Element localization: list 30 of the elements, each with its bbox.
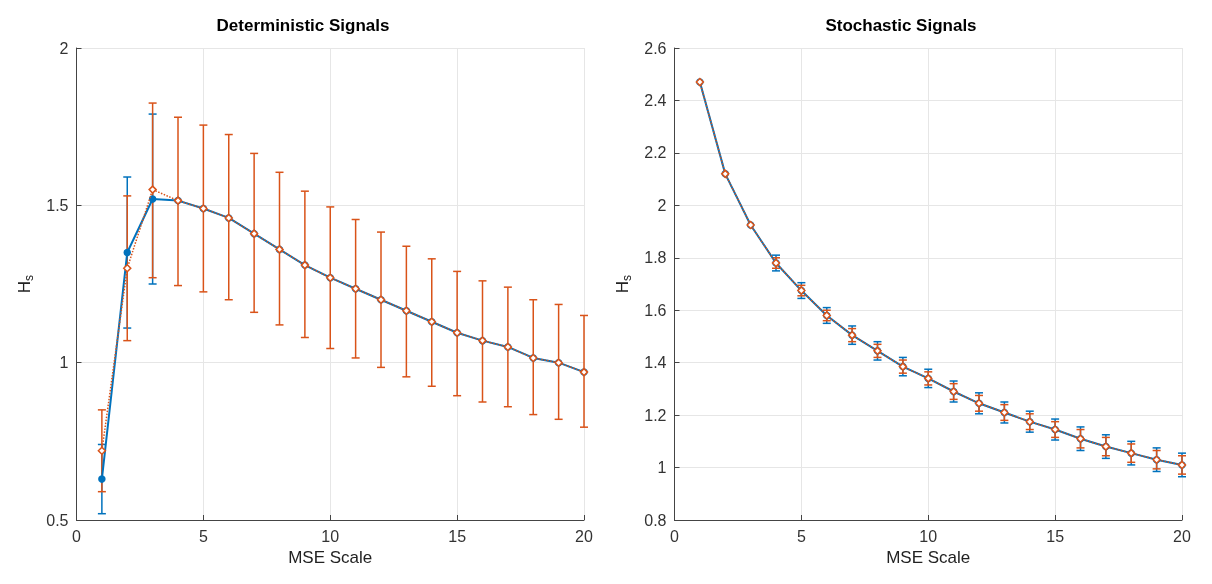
y-tick-label: 1.4 bbox=[644, 354, 667, 372]
y-tick-label: 1.8 bbox=[644, 249, 667, 267]
y-tick-label: 0.5 bbox=[46, 511, 69, 529]
chart-title: Deterministic Signals bbox=[216, 16, 390, 35]
x-tick-label: 5 bbox=[796, 527, 806, 545]
x-tick-label: 20 bbox=[1173, 527, 1191, 545]
y-tick-label: 1.2 bbox=[644, 406, 667, 424]
x-tick-label: 15 bbox=[1046, 527, 1065, 545]
y-tick-label: 2 bbox=[59, 39, 69, 57]
y-axis-title: Hs bbox=[15, 274, 36, 294]
y-tick-label: 0.8 bbox=[644, 511, 667, 529]
x-tick-label: 10 bbox=[919, 527, 938, 545]
y-tick-label: 2.6 bbox=[644, 39, 667, 57]
y-tick-label: 1.5 bbox=[46, 196, 69, 214]
x-tick-label: 15 bbox=[448, 527, 467, 545]
x-tick-label: 20 bbox=[575, 527, 593, 545]
y-axis-title: Hs bbox=[613, 274, 634, 294]
chart-title: Stochastic Signals bbox=[825, 16, 977, 35]
x-tick-label: 0 bbox=[670, 527, 680, 545]
x-axis-title: MSE Scale bbox=[886, 547, 971, 567]
y-tick-label: 1.6 bbox=[644, 301, 667, 319]
y-tick-label: 1 bbox=[59, 354, 69, 372]
y-tick-label: 2 bbox=[657, 196, 667, 214]
x-axis-title: MSE Scale bbox=[288, 547, 373, 567]
x-tick-label: 0 bbox=[72, 527, 82, 545]
x-tick-label: 10 bbox=[321, 527, 340, 545]
y-tick-label: 1 bbox=[657, 459, 667, 477]
x-tick-label: 5 bbox=[198, 527, 208, 545]
y-tick-label: 2.4 bbox=[644, 91, 667, 109]
y-tick-label: 2.2 bbox=[644, 144, 667, 162]
